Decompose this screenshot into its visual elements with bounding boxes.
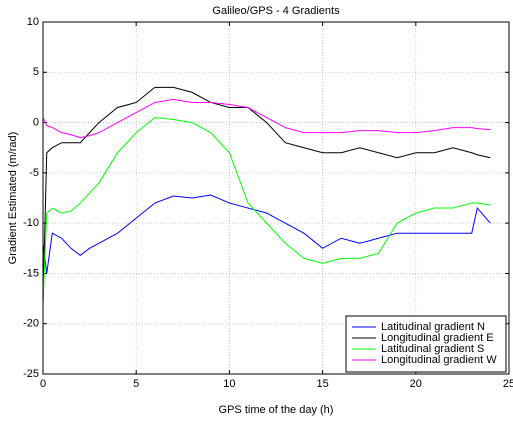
x-tick-label: 15 (316, 378, 328, 390)
series-line (42, 194, 491, 274)
y-tick-label: -25 (23, 368, 39, 380)
x-tick-label: 20 (410, 378, 422, 390)
x-tick-label: 25 (503, 378, 513, 390)
x-axis-label: GPS time of the day (h) (219, 404, 334, 416)
y-tick-label: 5 (33, 66, 39, 78)
legend-label: Longitudinal gradient E (381, 332, 494, 344)
legend-label: Latitudinal gradient N (381, 321, 485, 333)
y-axis-label: Gradient Estimated (m/rad) (7, 132, 19, 265)
y-tick-label: -15 (23, 267, 39, 279)
y-tick-label: -5 (29, 167, 39, 179)
y-tick-label: 10 (27, 16, 39, 28)
chart-title: Galileo/GPS - 4 Gradients (212, 5, 340, 17)
legend-label: Latitudinal gradient S (381, 343, 484, 355)
y-tick-label: 0 (33, 116, 39, 128)
plot-frame (42, 21, 510, 375)
x-tick-label: 10 (223, 378, 235, 390)
legend-label: Longitudinal gradient W (381, 354, 497, 366)
y-tick-label: -10 (23, 217, 39, 229)
y-tick-label: -20 (23, 318, 39, 330)
series-line (42, 98, 491, 139)
legend-box (345, 315, 507, 373)
series-line (42, 117, 491, 304)
x-tick-label: 5 (133, 378, 139, 390)
x-tick-label: 0 (40, 378, 46, 390)
series-line (42, 86, 491, 304)
